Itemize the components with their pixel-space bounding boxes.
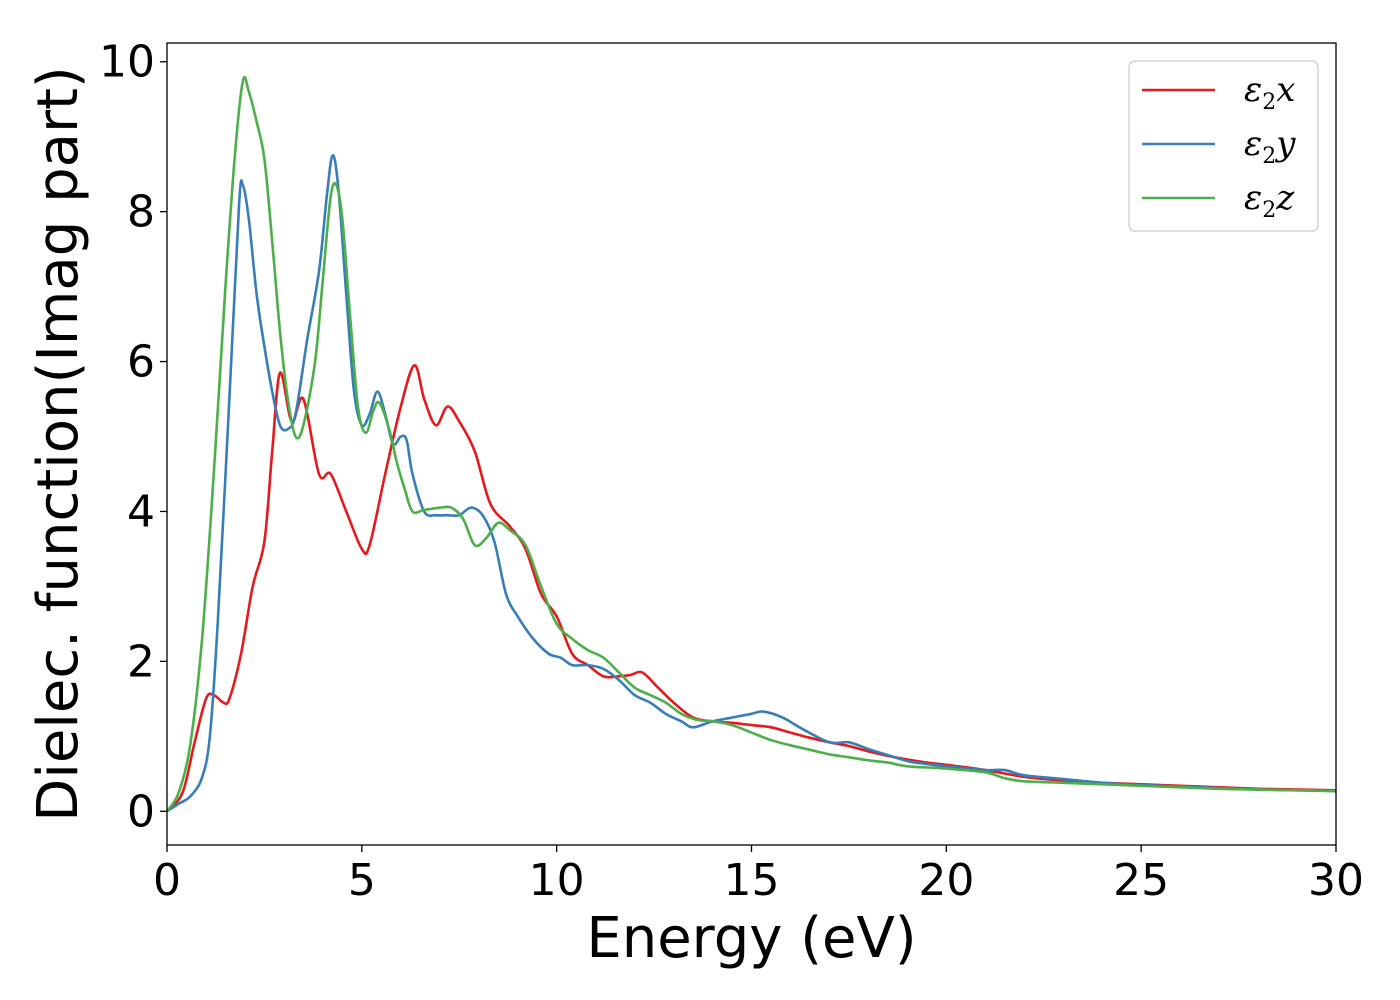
x-tick-label: 5 bbox=[348, 855, 376, 906]
series-line-z bbox=[167, 75, 1336, 813]
legend-box bbox=[1128, 60, 1319, 232]
x-axis: 0 5 10 15 20 25 30 bbox=[153, 845, 1364, 906]
y-tick-label: 6 bbox=[127, 337, 155, 388]
y-tick-label: 8 bbox=[127, 187, 155, 238]
y-tick-label: 10 bbox=[99, 37, 155, 88]
series-layer bbox=[167, 75, 1336, 813]
legend-label: ε2y bbox=[1244, 124, 1296, 169]
x-tick-label: 30 bbox=[1308, 855, 1364, 906]
x-tick-label: 10 bbox=[529, 855, 585, 906]
series-line-x bbox=[167, 363, 1336, 813]
legend: ε2x ε2y ε2z bbox=[1128, 60, 1319, 232]
y-axis-label: Dielec. function(Imag part) bbox=[26, 66, 91, 822]
x-tick-label: 25 bbox=[1113, 855, 1169, 906]
x-tick-label: 0 bbox=[153, 855, 181, 906]
y-tick-label: 0 bbox=[127, 786, 155, 837]
y-tick-label: 4 bbox=[127, 486, 155, 537]
y-tick-label: 2 bbox=[127, 636, 155, 687]
x-axis-label: Energy (eV) bbox=[586, 906, 916, 971]
x-tick-label: 20 bbox=[918, 855, 974, 906]
series-line-y bbox=[167, 154, 1336, 813]
legend-label: ε2z bbox=[1244, 178, 1295, 223]
x-tick-label: 15 bbox=[724, 855, 780, 906]
y-axis: 0 2 4 6 8 10 bbox=[99, 37, 167, 837]
legend-label: ε2x bbox=[1244, 70, 1295, 115]
